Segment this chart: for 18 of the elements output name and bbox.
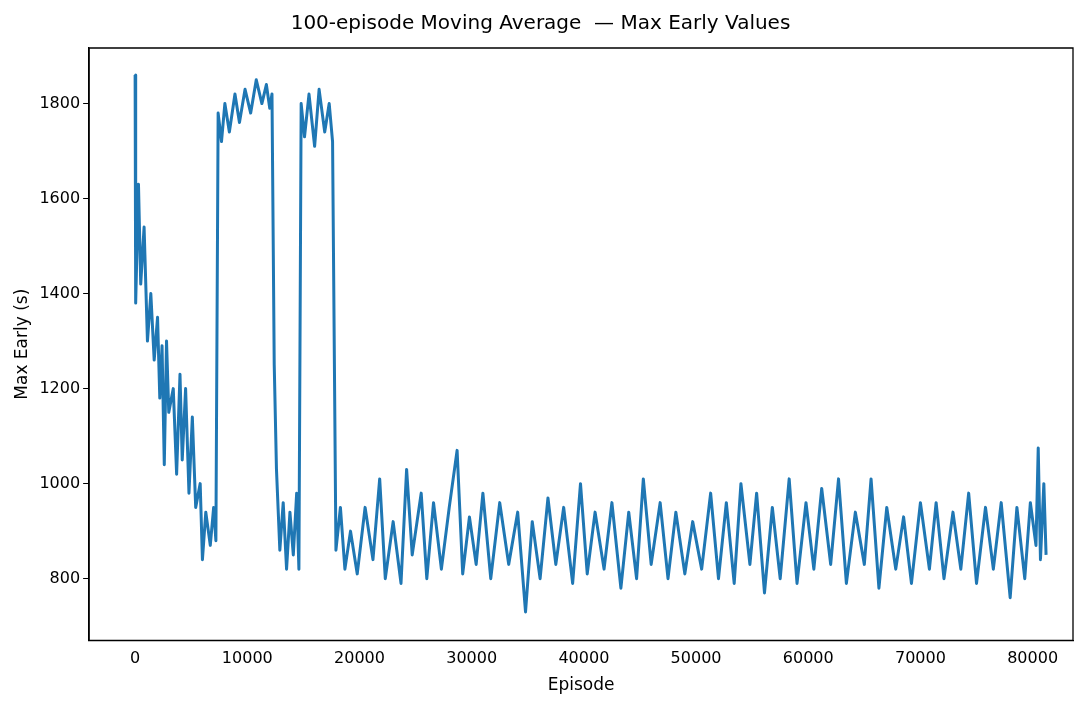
- x-tick-label: 20000: [334, 648, 385, 668]
- y-tick-label: 1000: [39, 472, 81, 492]
- x-tick-label: 40000: [558, 648, 610, 668]
- y-tick-label: 800: [49, 567, 81, 587]
- y-tick-label: 1400: [39, 282, 81, 302]
- x-tick-label: 10000: [221, 648, 273, 668]
- y-axis-title: Max Early (s): [10, 288, 31, 400]
- x-tick-label: 60000: [782, 648, 834, 668]
- x-tick-label: 0: [130, 648, 141, 668]
- y-tick-label: 1800: [39, 92, 81, 112]
- chart-title: 100-episode Moving Average — Max Early Values: [290, 10, 791, 35]
- x-tick-label: 80000: [1007, 648, 1059, 668]
- x-tick-label: 30000: [446, 648, 498, 668]
- y-tick-label: 1200: [39, 377, 81, 397]
- y-tick-label: 1600: [39, 187, 81, 207]
- x-tick-label: 70000: [894, 648, 946, 668]
- x-tick-label: 50000: [670, 648, 722, 668]
- x-axis-title: Episode: [547, 674, 615, 695]
